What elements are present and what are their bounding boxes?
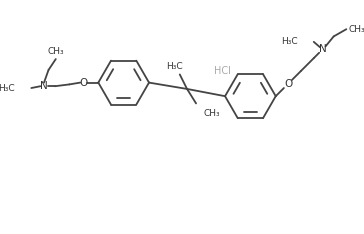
Text: N: N xyxy=(319,44,327,54)
Text: H₃C: H₃C xyxy=(281,37,297,46)
Text: O: O xyxy=(284,79,293,88)
Text: H₃C: H₃C xyxy=(166,62,183,71)
Text: N: N xyxy=(40,81,48,91)
Text: CH₃: CH₃ xyxy=(47,47,64,56)
Text: H₃C: H₃C xyxy=(0,84,15,92)
Text: CH₃: CH₃ xyxy=(203,109,220,118)
Text: O: O xyxy=(80,78,88,88)
Text: HCl: HCl xyxy=(214,66,231,76)
Text: CH₃: CH₃ xyxy=(348,25,364,34)
